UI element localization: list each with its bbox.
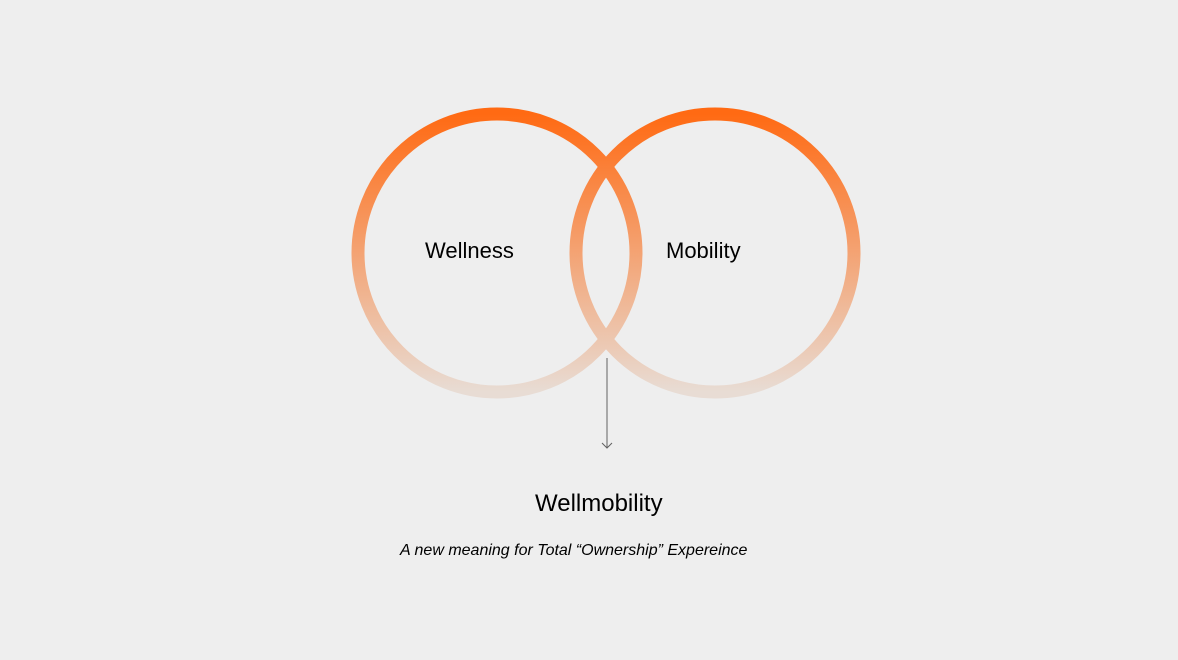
result-subtitle: A new meaning for Total “Ownership” Expe… [400,542,747,560]
left-circle-label: Wellness [425,238,514,264]
right-circle-label: Mobility [666,238,741,264]
venn-diagram [0,0,1178,660]
result-title: Wellmobility [535,490,663,518]
diagram-stage: Wellness Mobility Wellmobility A new mea… [0,0,1178,660]
